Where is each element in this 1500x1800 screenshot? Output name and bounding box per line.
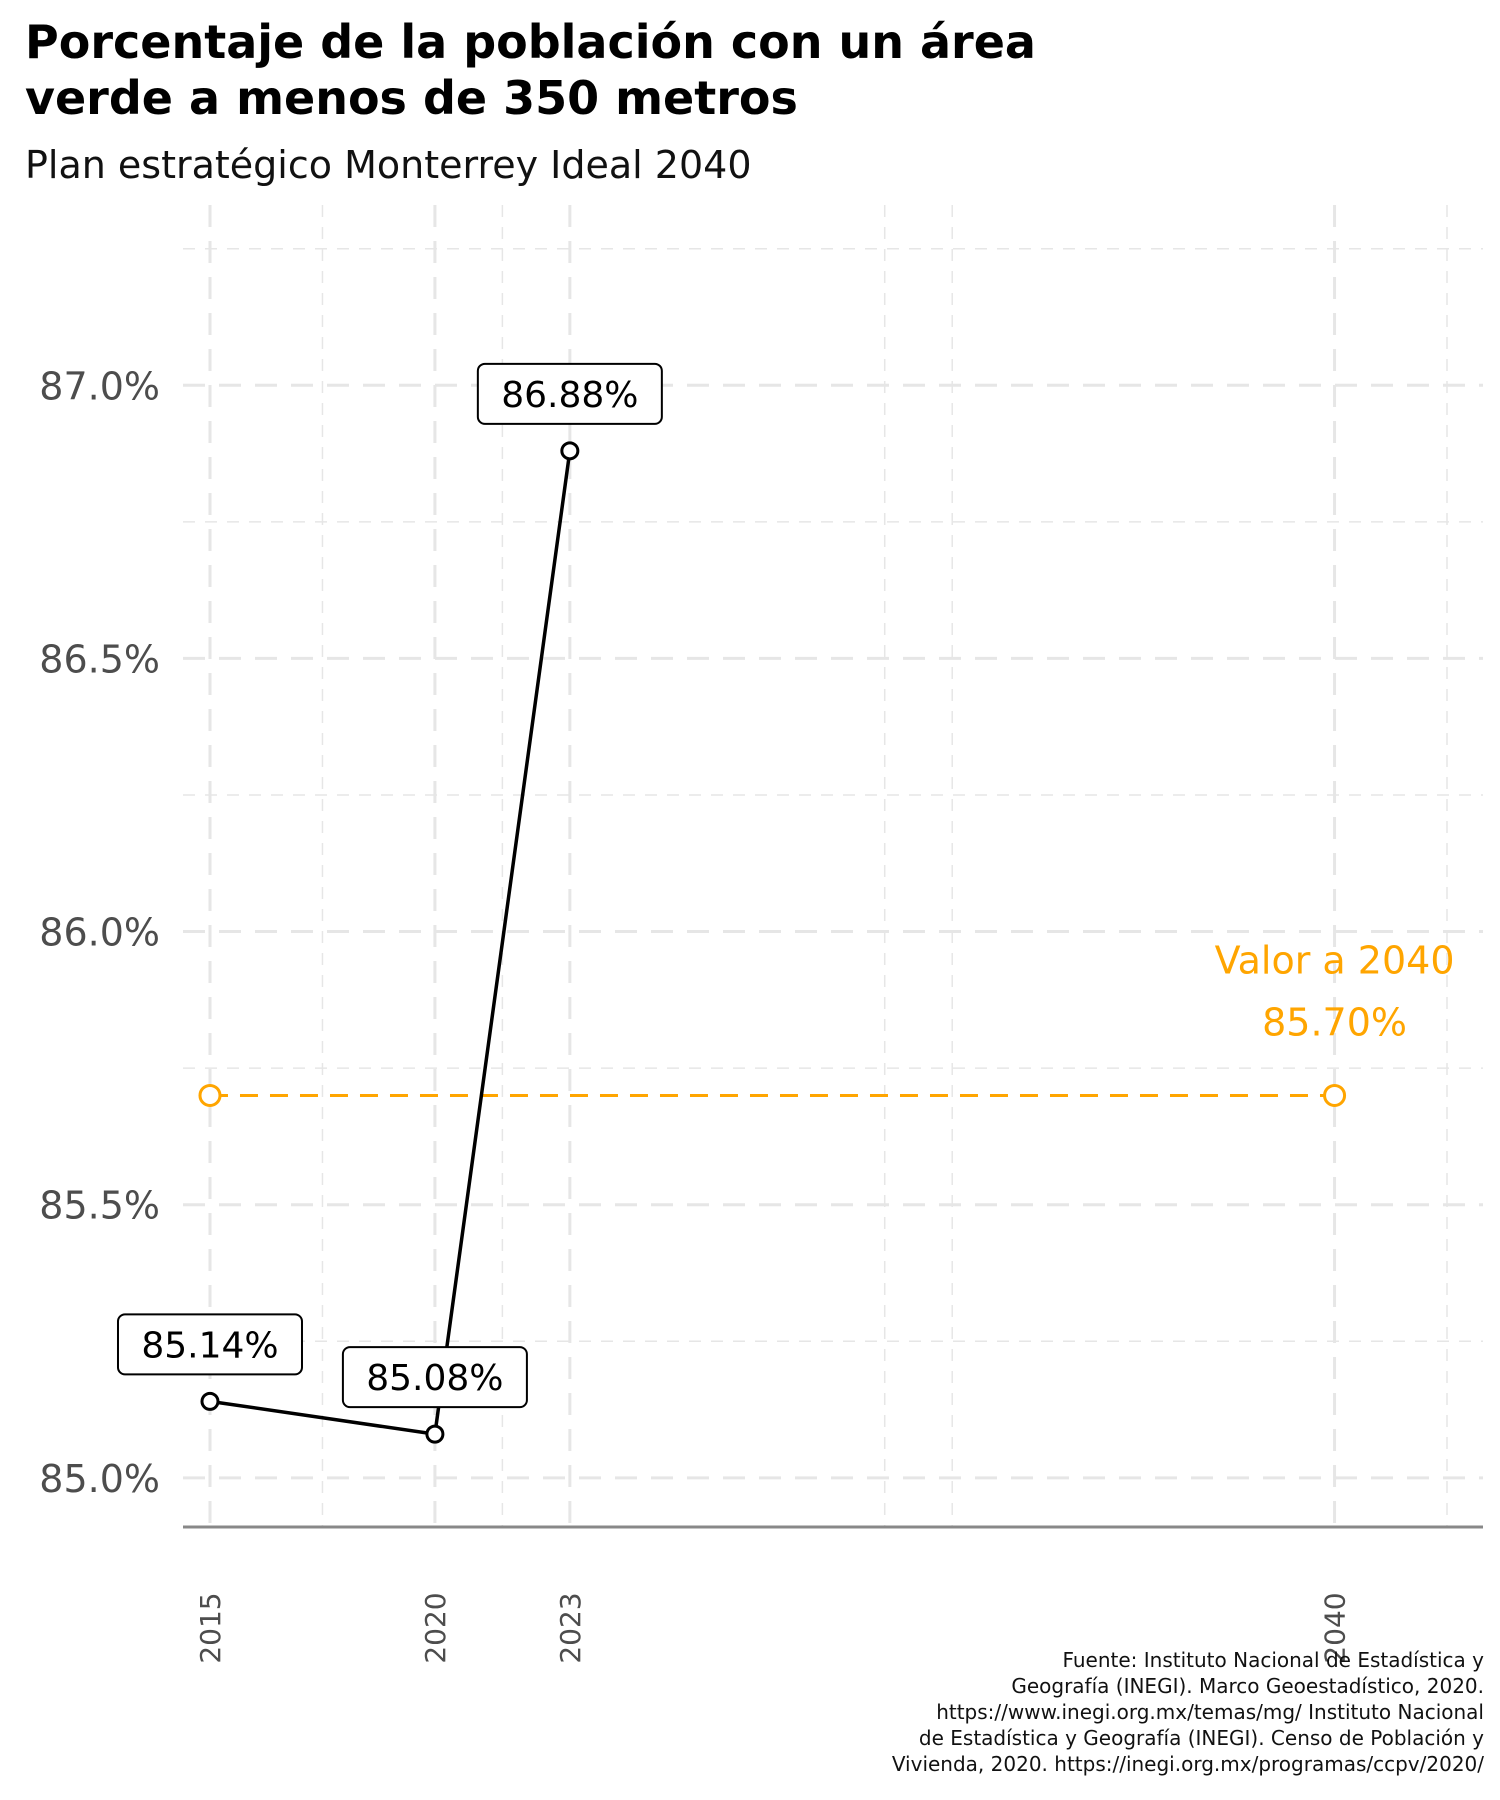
x-tick-label: 2015 bbox=[194, 1592, 227, 1663]
axes: 85.0% 85.5% 86.0% 86.5% 87.0% 2015 2020 2023 204… bbox=[39, 364, 1483, 1664]
target-point bbox=[1323, 1083, 1347, 1107]
chart-title-line-2: verde a menos de 350 metros bbox=[25, 71, 798, 125]
data-label-box bbox=[116, 1313, 303, 1376]
data-labels: 85.14% 85.08% 86.88% bbox=[116, 362, 663, 1409]
y-tick-label: 85.0% bbox=[39, 1457, 160, 1501]
x-tick-label: 2020 bbox=[419, 1592, 452, 1663]
caption-line-4: de Estadística y Geografía (INEGI). Cens… bbox=[918, 1726, 1484, 1750]
y-tick-label: 85.5% bbox=[39, 1184, 160, 1228]
target-series: Valor a 2040 85.70% bbox=[198, 938, 1455, 1107]
data-label: 85.08% bbox=[366, 1358, 503, 1399]
series-line bbox=[209, 450, 572, 1437]
data-label-box bbox=[476, 362, 663, 425]
x-tick-label: 2040 bbox=[1319, 1592, 1352, 1663]
caption-line-2: Geografía (INEGI). Marco Geoestadístico,… bbox=[1011, 1674, 1484, 1698]
y-tick-label: 86.0% bbox=[39, 911, 160, 955]
y-tick-label: 87.0% bbox=[39, 364, 160, 408]
data-label: 85.14% bbox=[141, 1325, 278, 1366]
caption-line-3: https://www.inegi.org.mx/temas/mg/ Insti… bbox=[936, 1700, 1484, 1724]
target-label-title: Valor a 2040 bbox=[1215, 938, 1455, 982]
caption-line-5: Vivienda, 2020. https://inegi.org.mx/pro… bbox=[891, 1752, 1484, 1776]
target-label-value: 85.70% bbox=[1262, 1000, 1407, 1044]
source-caption: Fuente: Instituto Nacional de Estadístic… bbox=[724, 1647, 1484, 1777]
data-series bbox=[200, 441, 580, 1444]
chart-title-line-1: Porcentaje de la población con un área bbox=[25, 15, 1036, 69]
caption-line-1: Fuente: Instituto Nacional de Estadístic… bbox=[1062, 1648, 1484, 1672]
data-point bbox=[425, 1424, 445, 1444]
x-tick-label: 2023 bbox=[554, 1592, 587, 1663]
chart-title: Porcentaje de la población con un área v… bbox=[25, 14, 1125, 126]
data-point bbox=[200, 1391, 220, 1411]
data-label-box bbox=[341, 1346, 528, 1409]
grid-lines bbox=[183, 205, 1483, 1527]
data-label: 86.88% bbox=[501, 375, 638, 416]
data-point bbox=[560, 441, 580, 461]
y-tick-label: 86.5% bbox=[39, 637, 160, 681]
target-point bbox=[198, 1083, 222, 1107]
chart-subtitle: Plan estratégico Monterrey Ideal 2040 bbox=[25, 143, 752, 187]
